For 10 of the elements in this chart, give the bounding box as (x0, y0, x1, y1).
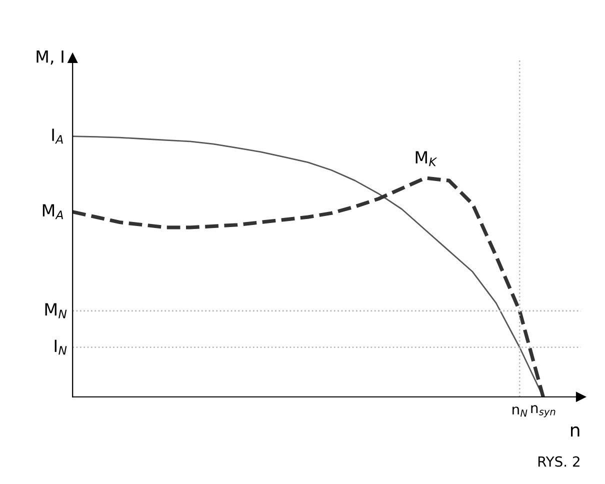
y-axis-title: M, I (36, 50, 64, 65)
ref-line-label: I$_{N}$ (54, 340, 67, 355)
text: RYS. 2 (538, 456, 580, 467)
text: M$_{A}$ (42, 204, 63, 220)
x-tick-label: n$_{N}$ (512, 406, 528, 417)
annotation: M$_{K}$ (416, 151, 438, 166)
text: I$_{A}$ (52, 128, 63, 144)
x-tick-label: n$_{syn}$ (531, 405, 556, 418)
x-axis-title: n (570, 426, 580, 437)
ref-line-label: M$_{N}$ (45, 303, 67, 318)
